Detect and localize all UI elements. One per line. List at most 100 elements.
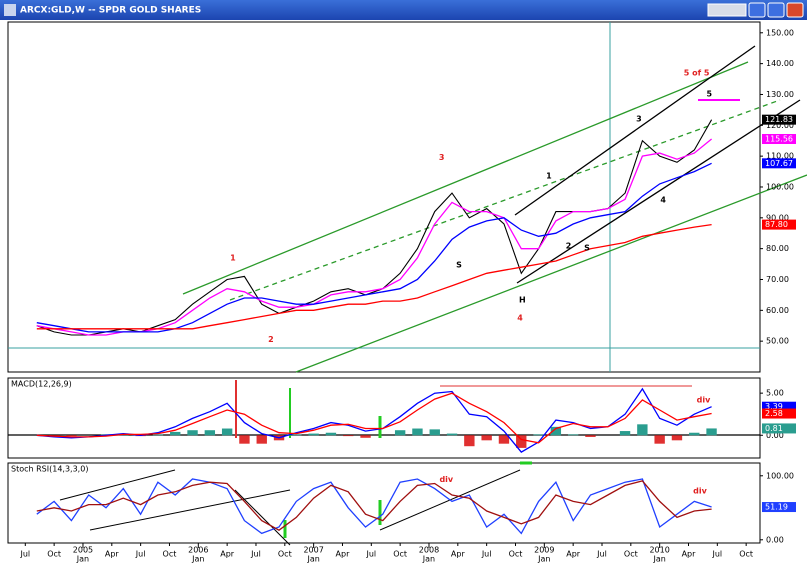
y-tick-label: 0.00 xyxy=(766,535,784,544)
last-value-box xyxy=(762,114,796,125)
x-tick-label: Jul xyxy=(596,550,607,559)
histogram-bar xyxy=(464,435,475,447)
series-line xyxy=(36,392,712,444)
y-tick-label: 100.00 xyxy=(766,471,794,480)
x-year-sublabel: Jan xyxy=(306,555,319,564)
histogram-bar xyxy=(567,434,579,436)
y-tick-label: 0.00 xyxy=(766,431,784,440)
annotation: 3 xyxy=(439,153,445,162)
last-value-label: 51.19 xyxy=(765,503,788,512)
x-tick-label: Oct xyxy=(624,550,638,559)
last-value-box xyxy=(762,401,796,412)
x-tick-label: Jul xyxy=(19,550,30,559)
x-year-label: 2008 xyxy=(419,546,439,555)
x-year-label: 2007 xyxy=(303,546,323,555)
x-tick-label: Jul xyxy=(365,550,376,559)
x-tick-label: Oct xyxy=(509,550,523,559)
y-tick-label: 5.00 xyxy=(766,389,784,398)
panel-title: Stoch RSI(14,3,3,0) xyxy=(11,465,88,474)
x-tick-label: Oct xyxy=(47,550,61,559)
last-value-box xyxy=(762,408,796,419)
histogram-bar xyxy=(204,430,216,436)
x-year-sublabel: Jan xyxy=(191,555,204,564)
x-tick-label: Oct xyxy=(393,550,407,559)
last-value-label: 87.80 xyxy=(765,220,788,229)
x-year-sublabel: Jan xyxy=(422,555,435,564)
y-tick-label: 70.00 xyxy=(766,275,789,284)
x-tick-label: Apr xyxy=(451,550,466,559)
panel-frames xyxy=(7,21,761,544)
annotation: 1 xyxy=(230,253,236,262)
x-tick-label: Oct xyxy=(163,550,177,559)
histogram-bar xyxy=(637,424,648,436)
last-value-box xyxy=(762,158,796,169)
annotation: 5 of 5 xyxy=(684,68,710,77)
x-tick-label: Apr xyxy=(336,550,351,559)
series-line xyxy=(36,480,712,531)
y-tick-label: 150.00 xyxy=(766,28,794,37)
title-bar xyxy=(0,0,807,20)
histogram-bar xyxy=(671,435,683,441)
x-tick-label: Apr xyxy=(682,550,697,559)
annotation: div xyxy=(693,487,707,496)
histogram-bar xyxy=(498,435,510,444)
annotation: 4 xyxy=(517,314,523,323)
series-line xyxy=(36,223,712,330)
histogram-bar xyxy=(516,435,527,448)
histogram-bar xyxy=(654,435,665,444)
histogram-bar xyxy=(256,435,267,444)
close-button[interactable] xyxy=(786,2,804,18)
histogram-bar xyxy=(239,435,250,444)
histogram-bar xyxy=(343,435,354,437)
histogram-bar xyxy=(325,432,337,436)
sync-button[interactable] xyxy=(707,3,747,17)
histogram-bar xyxy=(619,431,631,436)
histogram-bar xyxy=(170,431,181,436)
annotation: 4 xyxy=(660,195,666,204)
histogram-bar xyxy=(291,434,302,436)
last-value-box xyxy=(762,133,796,144)
annotation: S xyxy=(456,260,462,269)
histogram-bar xyxy=(394,430,406,436)
histogram-bar xyxy=(308,433,319,436)
panel-title: MACD(12,26,9) xyxy=(11,380,72,389)
annotation: 3 xyxy=(636,115,642,124)
x-year-sublabel: Jan xyxy=(652,555,665,564)
histogram-bar xyxy=(429,429,440,436)
last-value-box xyxy=(762,423,796,434)
x-year-label: 2009 xyxy=(534,546,554,555)
y-tick-label: 130.00 xyxy=(766,90,794,99)
histogram-bar xyxy=(706,428,717,436)
y-tick-label: 140.00 xyxy=(766,59,794,68)
y-tick-label: 60.00 xyxy=(766,306,789,315)
maximize-button[interactable] xyxy=(767,2,785,18)
last-value-box xyxy=(762,502,796,513)
series-line xyxy=(36,162,712,333)
window-title: ARCX:GLD,W -- SPDR GOLD SHARES xyxy=(20,6,201,16)
x-year-label: 2006 xyxy=(188,546,208,555)
histogram-bar xyxy=(152,434,164,436)
histogram-bar xyxy=(187,430,198,436)
histogram-bar xyxy=(221,428,233,436)
x-tick-label: Apr xyxy=(105,550,120,559)
last-value-label: 2.58 xyxy=(765,409,783,418)
x-year-sublabel: Jan xyxy=(76,555,89,564)
annotation: 2 xyxy=(268,335,274,344)
histogram-bar xyxy=(412,428,423,436)
y-tick-label: 120.00 xyxy=(766,121,794,130)
histogram-bar xyxy=(689,432,700,436)
histogram-bar xyxy=(585,435,596,437)
x-tick-label: Jul xyxy=(135,550,146,559)
last-value-box xyxy=(762,219,796,230)
last-value-label: 115.56 xyxy=(765,134,793,143)
minimize-button[interactable] xyxy=(748,2,766,18)
x-tick-label: Apr xyxy=(220,550,235,559)
last-value-label: 121.83 xyxy=(765,115,793,124)
y-tick-label: 110.00 xyxy=(766,152,794,161)
histogram-bar xyxy=(533,434,544,436)
app-icon xyxy=(4,4,16,16)
annotation: 5 xyxy=(706,89,712,98)
annotation: S xyxy=(584,244,590,253)
last-value-label: 0.81 xyxy=(765,424,783,433)
